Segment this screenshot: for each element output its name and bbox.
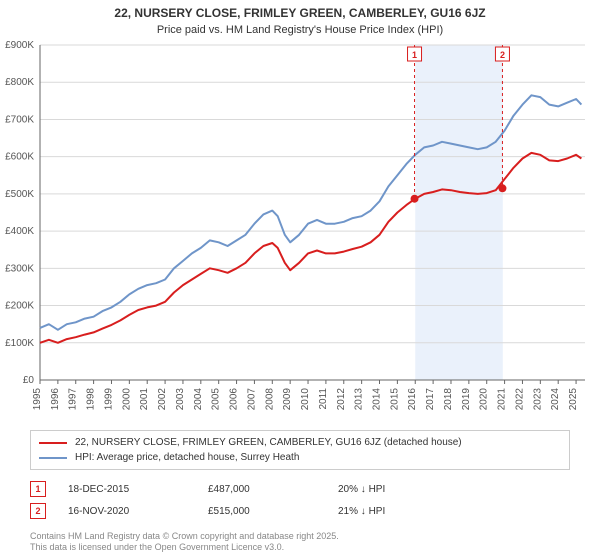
copyright-text: Contains HM Land Registry data © Crown c…	[30, 531, 339, 554]
y-tick-label: £300K	[5, 263, 34, 274]
sales-delta: 20% ↓ HPI	[338, 484, 385, 495]
legend-swatch	[39, 442, 67, 444]
x-tick-label: 1995	[32, 388, 43, 411]
sales-row: 1 18-DEC-2015£487,00020% ↓ HPI	[30, 478, 570, 500]
sales-table: 1 18-DEC-2015£487,00020% ↓ HPI 2 16-NOV-202…	[30, 478, 570, 522]
x-tick-label: 2021	[497, 388, 508, 411]
y-tick-label: £200K	[5, 301, 34, 312]
y-tick-label: £100K	[5, 338, 34, 349]
x-tick-label: 1997	[68, 388, 79, 411]
y-tick-label: £900K	[5, 40, 34, 51]
x-tick-label: 2004	[193, 388, 204, 411]
x-tick-label: 2022	[514, 388, 525, 411]
copyright-line2: This data is licensed under the Open Gov…	[30, 542, 284, 552]
legend-row: 22, NURSERY CLOSE, FRIMLEY GREEN, CAMBER…	[39, 435, 561, 450]
copyright-line1: Contains HM Land Registry data © Crown c…	[30, 531, 339, 541]
x-tick-label: 2020	[479, 388, 490, 411]
x-tick-label: 2010	[300, 388, 311, 411]
x-tick-label: 2013	[354, 388, 365, 411]
chart-title-line2: Price paid vs. HM Land Registry's House …	[0, 22, 600, 36]
x-tick-label: 2012	[336, 388, 347, 411]
x-tick-label: 2019	[461, 388, 472, 411]
x-tick-label: 2023	[532, 388, 543, 411]
x-tick-label: 2025	[568, 388, 579, 411]
legend-swatch	[39, 457, 67, 459]
y-tick-label: £800K	[5, 77, 34, 88]
x-tick-label: 2003	[175, 388, 186, 411]
x-tick-label: 2009	[282, 388, 293, 411]
y-tick-label: £400K	[5, 226, 34, 237]
y-tick-label: £700K	[5, 114, 34, 125]
x-tick-label: 2000	[121, 388, 132, 411]
y-tick-label: £0	[23, 375, 35, 386]
chart-title-line1: 22, NURSERY CLOSE, FRIMLEY GREEN, CAMBER…	[0, 0, 600, 22]
sales-badge: 1	[30, 481, 46, 497]
x-tick-label: 2006	[229, 388, 240, 411]
x-tick-label: 2005	[211, 388, 222, 411]
x-tick-label: 2001	[139, 388, 150, 411]
x-tick-label: 2014	[372, 388, 383, 411]
marker-dot-1	[411, 195, 419, 203]
x-tick-label: 2015	[389, 388, 400, 411]
x-tick-label: 1996	[50, 388, 61, 411]
x-tick-label: 2016	[407, 388, 418, 411]
shade-band	[415, 45, 503, 380]
x-tick-label: 2002	[157, 388, 168, 411]
x-tick-label: 2024	[550, 388, 561, 411]
chart-area: £0 £100K £200K £300K £400K £500K £600K £700K £80…	[0, 40, 600, 420]
line-chart-svg: £0 £100K £200K £300K £400K £500K £600K £700K £80…	[0, 40, 600, 420]
sales-date: 18-DEC-2015	[68, 484, 208, 495]
y-tick-label: £600K	[5, 152, 34, 163]
x-tick-label: 2008	[264, 388, 275, 411]
x-tick-label: 2017	[425, 388, 436, 411]
marker-dot-2	[498, 184, 506, 192]
legend-box: 22, NURSERY CLOSE, FRIMLEY GREEN, CAMBER…	[30, 430, 570, 470]
sales-price: £487,000	[208, 484, 338, 495]
sales-row: 2 16-NOV-2020£515,00021% ↓ HPI	[30, 500, 570, 522]
x-tick-label: 2007	[246, 388, 257, 411]
y-tick-label: £500K	[5, 189, 34, 200]
legend-label: 22, NURSERY CLOSE, FRIMLEY GREEN, CAMBER…	[75, 437, 462, 448]
marker-flag-label-2: 2	[500, 50, 505, 60]
sales-date: 16-NOV-2020	[68, 506, 208, 517]
x-tick-label: 1999	[103, 388, 114, 411]
legend-row: HPI: Average price, detached house, Surr…	[39, 450, 561, 465]
x-tick-label: 1998	[86, 388, 97, 411]
sales-price: £515,000	[208, 506, 338, 517]
marker-flag-label-1: 1	[412, 50, 417, 60]
x-tick-label: 2018	[443, 388, 454, 411]
x-tick-label: 2011	[318, 388, 329, 410]
sales-delta: 21% ↓ HPI	[338, 506, 385, 517]
sales-badge: 2	[30, 503, 46, 519]
legend-label: HPI: Average price, detached house, Surr…	[75, 452, 299, 463]
